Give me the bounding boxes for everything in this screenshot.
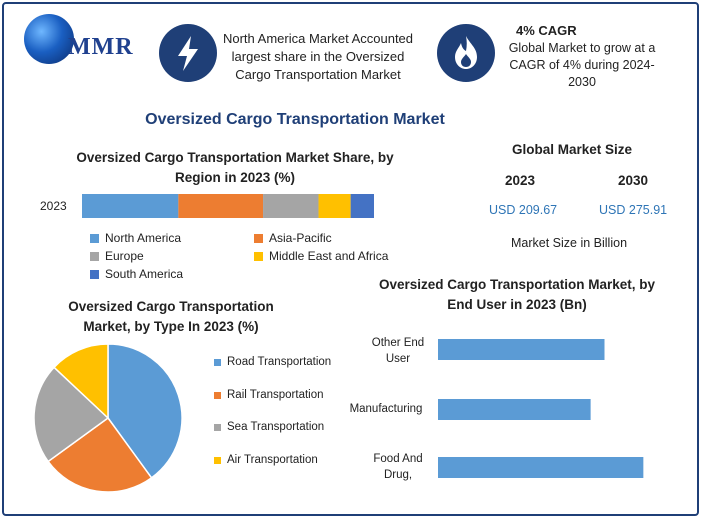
legend-asia-pacific: Asia-Pacific: [254, 231, 332, 245]
flame-icon: [437, 24, 495, 82]
legend-swatch: [90, 269, 99, 279]
end-user-bar-2: [438, 457, 644, 478]
lightning-icon: [159, 24, 217, 82]
category-label-food-and-drug: Food And Drug,: [373, 453, 423, 481]
legend-sea: Sea Transportation: [214, 421, 324, 433]
type-pie-chart: [33, 343, 183, 493]
legend-label: Europe: [105, 249, 144, 263]
region-chart-title: Oversized Cargo Transportation Market Sh…: [76, 150, 394, 185]
type-chart-title: Oversized Cargo Transportation Market, b…: [68, 299, 274, 334]
pie-slice-2: [33, 366, 110, 463]
end-user-bar-0: [438, 339, 605, 360]
region-bar-segment-3: [318, 194, 351, 218]
year-2023-label: 2023: [505, 173, 536, 188]
logo-text: MMR: [68, 34, 134, 60]
end-user-bar-chart: [438, 339, 644, 478]
legend-label: Air Transportation: [227, 454, 318, 466]
legend-middle-east-africa: Middle East and Africa: [254, 249, 388, 263]
year-2030-label: 2030: [618, 173, 649, 188]
legend-swatch: [254, 233, 263, 243]
category-label-manufacturing: Manufacturing: [349, 403, 423, 415]
region-bar-segment-1: [178, 194, 264, 218]
end-user-bar-1: [438, 399, 591, 420]
legend-swatch: [90, 251, 99, 261]
legend-label: South America: [105, 267, 184, 281]
pie-slice-1: [47, 416, 153, 493]
region-stacked-bar: [82, 194, 374, 218]
legend-swatch: [214, 423, 221, 431]
legend-europe: Europe: [90, 249, 144, 263]
cagr-title: 4% CAGR: [516, 23, 577, 38]
legend-label: Sea Transportation: [227, 421, 325, 433]
legend-rail: Rail Transportation: [214, 389, 324, 401]
region-bar-segment-2: [263, 194, 319, 218]
region-bar-segment-4: [350, 194, 374, 218]
globe-logo-icon: [24, 14, 74, 64]
legend-swatch: [214, 391, 221, 399]
value-2030: USD 275.91: [599, 203, 668, 217]
cagr-text: Global Market to grow at a CAGR of 4% du…: [508, 41, 656, 89]
legend-swatch: [214, 456, 221, 464]
legend-label: Middle East and Africa: [269, 249, 389, 263]
legend-label: Rail Transportation: [227, 389, 324, 401]
north-america-highlight: North America Market Accounted largest s…: [222, 31, 414, 82]
legend-north-america: North America: [90, 231, 181, 245]
region-bar-segment-0: [82, 194, 179, 218]
legend-road: Road Transportation: [214, 356, 331, 368]
pie-slice-0: [107, 343, 183, 479]
legend-label: Road Transportation: [227, 356, 332, 368]
legend-swatch: [254, 251, 263, 261]
value-2023: USD 209.67: [489, 203, 558, 217]
pie-slice-3: [52, 343, 109, 420]
end-user-chart-title: Oversized Cargo Transportation Market, b…: [378, 277, 656, 312]
legend-label: North America: [105, 231, 182, 245]
market-size-note: Market Size in Billion: [511, 236, 628, 250]
legend-south-america: South America: [90, 267, 183, 281]
legend-swatch: [90, 233, 99, 243]
legend-label: Asia-Pacific: [269, 231, 332, 245]
main-title: Oversized Cargo Transportation Market: [145, 111, 445, 128]
legend-swatch: [214, 358, 221, 366]
infographic-frame: [2, 2, 699, 516]
legend-air: Air Transportation: [214, 454, 318, 466]
region-bar-category-label: 2023: [40, 199, 67, 213]
global-market-title: Global Market Size: [512, 142, 633, 157]
category-label-other-end-user: Other End User: [371, 337, 425, 365]
